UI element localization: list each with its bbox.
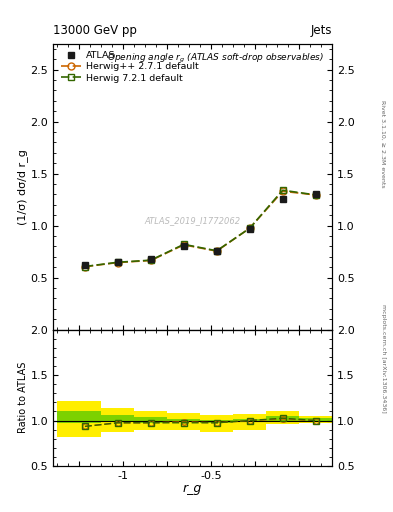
X-axis label: r_g: r_g <box>183 482 202 495</box>
Legend: ATLAS, Herwig++ 2.7.1 default, Herwig 7.2.1 default: ATLAS, Herwig++ 2.7.1 default, Herwig 7.… <box>58 48 202 86</box>
Text: ATLAS_2019_I1772062: ATLAS_2019_I1772062 <box>145 217 241 225</box>
Text: mcplots.cern.ch [arXiv:1306.3436]: mcplots.cern.ch [arXiv:1306.3436] <box>381 304 386 413</box>
Text: Rivet 3.1.10, ≥ 2.3M events: Rivet 3.1.10, ≥ 2.3M events <box>381 99 386 187</box>
Text: Opening angle r$_g$ (ATLAS soft-drop observables): Opening angle r$_g$ (ATLAS soft-drop obs… <box>107 52 324 65</box>
Y-axis label: (1/σ) dσ/d r_g: (1/σ) dσ/d r_g <box>17 148 28 225</box>
Text: Jets: Jets <box>310 24 332 37</box>
Y-axis label: Ratio to ATLAS: Ratio to ATLAS <box>18 362 28 434</box>
Text: 13000 GeV pp: 13000 GeV pp <box>53 24 137 37</box>
